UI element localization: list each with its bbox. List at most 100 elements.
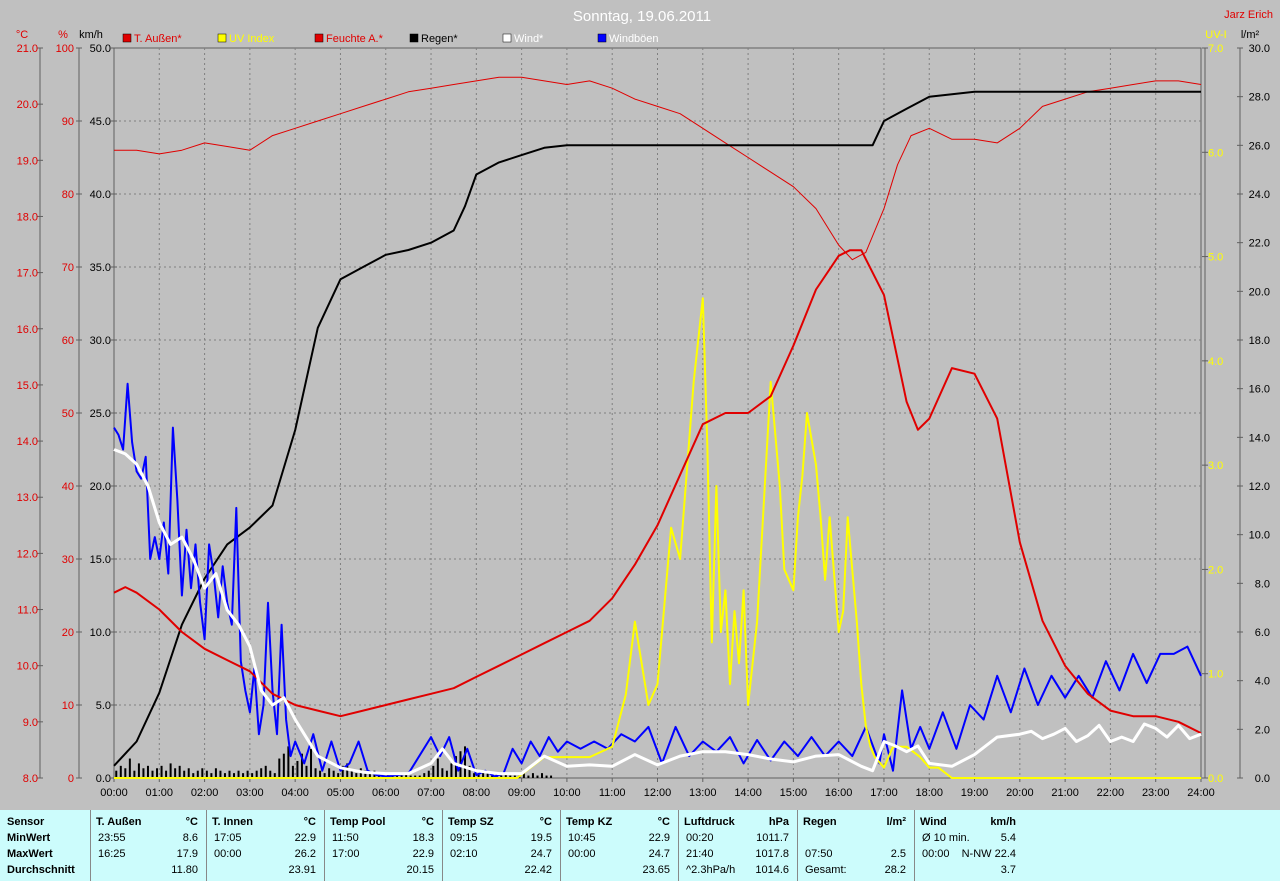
legend-swatch [122,33,132,43]
stats-time: 00:00 [214,848,242,860]
chart-title: Sonntag, 19.06.2011 [573,8,711,25]
rain-bar [210,773,213,778]
stats-time: Gesamt: [805,864,847,876]
axis-tick-label-temp: 20.0 [17,99,38,111]
rain-bar [436,758,439,778]
rain-bar [310,748,313,778]
rain-bar [391,775,394,778]
rain-bar [273,773,276,778]
rain-bar [133,770,136,778]
x-axis-tick-label: 23:00 [1142,787,1170,799]
rain-bar [355,773,358,778]
stats-time: 00:20 [686,832,714,844]
legend-swatch [217,33,227,43]
rain-bar [400,775,403,778]
stats-block-title: Regen [803,816,837,828]
rain-bar [541,773,544,778]
stats-value: 11.80 [171,864,198,876]
stats-value: 24.7 [530,848,552,860]
rain-bar [509,775,512,778]
x-axis-tick-label: 24:00 [1187,787,1215,799]
rain-bar [482,770,485,778]
x-axis-tick-label: 12:00 [644,787,672,799]
axis-tick-label-humidity: 20 [62,627,74,639]
axis-tick-label-wind: 40.0 [90,189,111,201]
rain-bar [414,775,417,778]
axis-tick-label-wind: 25.0 [90,408,111,420]
stats-block-unit: °C [185,816,198,828]
x-axis-tick-label: 10:00 [553,787,581,799]
chart-background [0,0,1280,810]
legend-swatch [314,33,324,43]
stats-value: 22.9 [412,848,434,860]
rain-bar [409,775,412,778]
stats-value: 23.91 [288,864,316,876]
rain-bar [423,773,426,778]
stats-value: 3.7 [1000,864,1016,876]
stats-value: 8.6 [182,832,198,844]
rain-bar [405,773,408,778]
rain-bar [368,773,371,778]
rain-bar [246,770,249,778]
rain-bar [201,768,204,778]
stats-time: 00:00 [568,848,596,860]
rain-bar [233,773,236,778]
axis-tick-label-uv: 3.0 [1208,460,1223,472]
axis-tick-label-temp: 18.0 [17,211,38,223]
rain-bar [287,746,290,778]
stats-block-unit: l/m² [886,816,906,828]
axis-tick-label-rain: 22.0 [1249,238,1270,250]
stats-time: Ø 10 min. [922,832,970,844]
series-group [113,76,1202,779]
rain-bar [323,773,326,778]
rain-bar [491,775,494,778]
axis-tick-label-humidity: 30 [62,554,74,566]
rain-bar [115,770,118,778]
legend-label: UV Index [229,33,275,45]
rain-bar [156,768,159,778]
axis-tick-label-wind: 45.0 [90,116,111,128]
rain-bar [486,773,489,778]
axis-tick-label-wind: 20.0 [90,481,111,493]
author-label: Jarz Erich [1224,9,1273,21]
series-wind [113,448,1202,776]
stats-value: 22.9 [294,832,316,844]
axis-tick-label-humidity: 40 [62,481,74,493]
humidity-unit-label: % [58,29,68,41]
axis-tick-label-uv: 0.0 [1208,773,1223,785]
rain-bar [146,765,149,778]
stats-sensor-block: Sensor MinWert MaxWert Durchschnitt [0,810,91,881]
axis-tick-label-humidity: 100 [56,43,74,55]
rain-bar [151,770,154,778]
axis-tick-label-wind: 0.0 [96,773,111,785]
x-axis-tick-label: 04:00 [281,787,309,799]
stats-time: 17:00 [332,848,360,860]
stats-time: 23:55 [98,832,126,844]
rain-bar [332,770,335,778]
x-axis-tick-label: 09:00 [508,787,536,799]
x-axis-tick-label: 06:00 [372,787,400,799]
stats-block-unit: °C [657,816,670,828]
x-axis-tick-label: 07:00 [417,787,445,799]
stats-block: Luftdruck hPa 00:20 1011.7 21:40 1017.8 ^2.3hP… [678,810,798,881]
rain-bar [500,775,503,778]
stats-value: 28.2 [884,864,906,876]
rain-bar [174,768,177,778]
stats-value: 22.9 [648,832,670,844]
axis-tick-label-temp: 21.0 [17,43,38,55]
rain-bar [418,775,421,778]
stats-value: 5.4 [1000,832,1016,844]
stats-value: 26.2 [294,848,316,860]
axis-tick-label-humidity: 80 [62,189,74,201]
x-axis-tick-label: 20:00 [1006,787,1034,799]
grid [114,48,1201,778]
rain-bar [314,768,317,778]
x-axis-tick-label: 08:00 [463,787,491,799]
stats-time: 07:50 [805,848,833,860]
rain-bar [264,765,267,778]
stats-time: 10:45 [568,832,596,844]
rain-bar [228,770,231,778]
x-axis-tick-label: 18:00 [915,787,943,799]
stats-block: Regen l/m² 07:50 2.5 Gesamt: 28.2 [797,810,915,881]
series-rain-total [113,90,1201,767]
